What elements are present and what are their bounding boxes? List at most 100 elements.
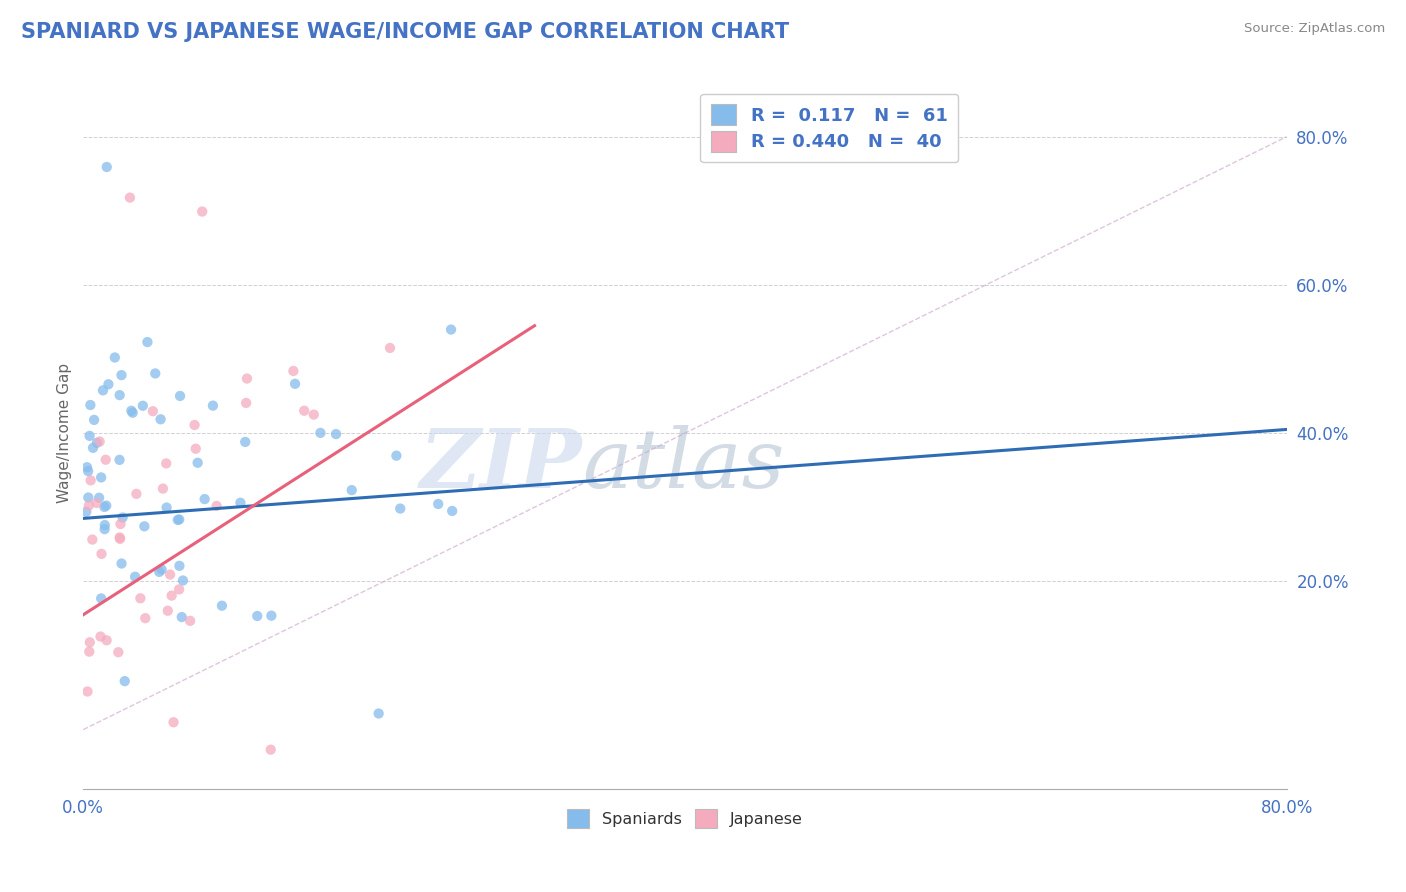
Point	[260, 742, 283, 756]
Point	[148, 565, 170, 579]
Point	[385, 449, 408, 463]
Point	[235, 396, 257, 410]
Point	[108, 532, 131, 546]
Point	[194, 492, 217, 507]
Point	[233, 434, 256, 449]
Point	[150, 562, 173, 576]
Point	[96, 633, 118, 648]
Point	[110, 368, 132, 383]
Point	[183, 417, 205, 432]
Point	[121, 406, 143, 420]
Text: atlas: atlas	[582, 425, 785, 505]
Point	[80, 474, 103, 488]
Point	[378, 341, 401, 355]
Point	[94, 518, 117, 533]
Point	[211, 599, 233, 613]
Point	[82, 441, 104, 455]
Point	[325, 427, 347, 442]
Point	[260, 608, 283, 623]
Point	[124, 570, 146, 584]
Point	[76, 684, 98, 698]
Point	[184, 442, 207, 456]
Point	[142, 404, 165, 418]
Point	[191, 204, 214, 219]
Point	[79, 398, 101, 412]
Point	[118, 191, 141, 205]
Point	[283, 364, 305, 378]
Point	[90, 547, 112, 561]
Point	[292, 403, 315, 417]
Point	[125, 487, 148, 501]
Point	[389, 501, 412, 516]
Point	[367, 706, 389, 721]
Point	[440, 322, 463, 336]
Point	[77, 645, 100, 659]
Point	[83, 413, 105, 427]
Point	[205, 499, 228, 513]
Point	[108, 453, 131, 467]
Point	[111, 510, 134, 524]
Point	[155, 457, 177, 471]
Point	[75, 505, 97, 519]
Point	[155, 500, 177, 515]
Point	[110, 516, 132, 531]
Point	[94, 452, 117, 467]
Point	[90, 470, 112, 484]
Point	[149, 412, 172, 426]
Point	[96, 160, 118, 174]
Point	[136, 334, 159, 349]
Point	[134, 519, 156, 533]
Point	[236, 371, 259, 385]
Text: SPANIARD VS JAPANESE WAGE/INCOME GAP CORRELATION CHART: SPANIARD VS JAPANESE WAGE/INCOME GAP COR…	[21, 22, 789, 42]
Point	[110, 557, 132, 571]
Point	[90, 591, 112, 606]
Point	[302, 408, 325, 422]
Point	[284, 376, 307, 391]
Point	[129, 591, 152, 606]
Point	[93, 500, 115, 514]
Point	[77, 499, 100, 513]
Point	[167, 512, 190, 526]
Point	[169, 389, 191, 403]
Point	[86, 435, 108, 450]
Point	[108, 388, 131, 402]
Point	[107, 645, 129, 659]
Point	[91, 384, 114, 398]
Point	[427, 497, 450, 511]
Text: Source: ZipAtlas.com: Source: ZipAtlas.com	[1244, 22, 1385, 36]
Point	[246, 609, 269, 624]
Point	[201, 399, 224, 413]
Point	[79, 429, 101, 443]
Point	[89, 434, 111, 449]
Point	[167, 582, 190, 597]
Point	[93, 522, 115, 536]
Point	[179, 614, 201, 628]
Point	[170, 610, 193, 624]
Point	[77, 491, 100, 505]
Point	[169, 558, 191, 573]
Point	[143, 367, 166, 381]
Point	[162, 715, 184, 730]
Point	[108, 530, 131, 544]
Legend: Spaniards, Japanese: Spaniards, Japanese	[561, 803, 810, 834]
Point	[187, 456, 209, 470]
Point	[132, 399, 155, 413]
Point	[172, 574, 194, 588]
Point	[159, 567, 181, 582]
Point	[160, 589, 183, 603]
Point	[441, 504, 464, 518]
Point	[77, 464, 100, 478]
Point	[97, 377, 120, 392]
Point	[309, 425, 332, 440]
Point	[96, 499, 118, 513]
Y-axis label: Wage/Income Gap: Wage/Income Gap	[58, 363, 72, 503]
Point	[156, 604, 179, 618]
Text: ZIP: ZIP	[420, 425, 582, 505]
Point	[340, 483, 363, 497]
Point	[87, 491, 110, 505]
Point	[89, 630, 111, 644]
Point	[82, 533, 104, 547]
Point	[86, 496, 108, 510]
Point	[152, 482, 174, 496]
Point	[120, 404, 142, 418]
